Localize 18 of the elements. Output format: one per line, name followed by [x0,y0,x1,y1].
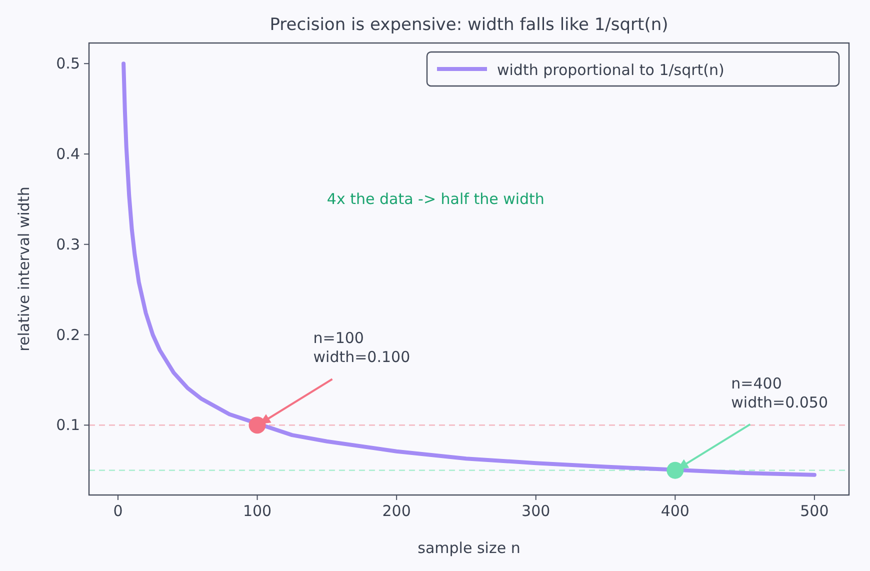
annotation: 4x the data -> half the width [326,190,544,208]
chart-title: Precision is expensive: width falls like 1/sqrt(n) [270,15,668,35]
x-tick-label: 0 [113,502,123,520]
x-tick-label: 400 [660,502,690,520]
y-tick-label: 0.3 [56,235,80,254]
x-tick-label: 300 [522,502,550,520]
x-tick-label: 100 [242,502,272,520]
y-tick-label: 0.1 [56,416,80,434]
annotation: n=100 width=0.100 [313,329,410,366]
x-tick-label: 500 [800,502,829,520]
legend-label: width proportional to 1/sqrt(n) [497,61,724,79]
y-tick-label: 0.5 [56,54,80,73]
x-axis-title: sample size n [418,539,520,557]
y-tick-label: 0.2 [56,326,80,344]
y-axis-title: relative interval width [15,186,33,352]
annotation: n=400 width=0.050 [731,374,828,412]
y-tick-label: 0.4 [56,144,80,163]
x-tick-label: 200 [382,502,411,520]
